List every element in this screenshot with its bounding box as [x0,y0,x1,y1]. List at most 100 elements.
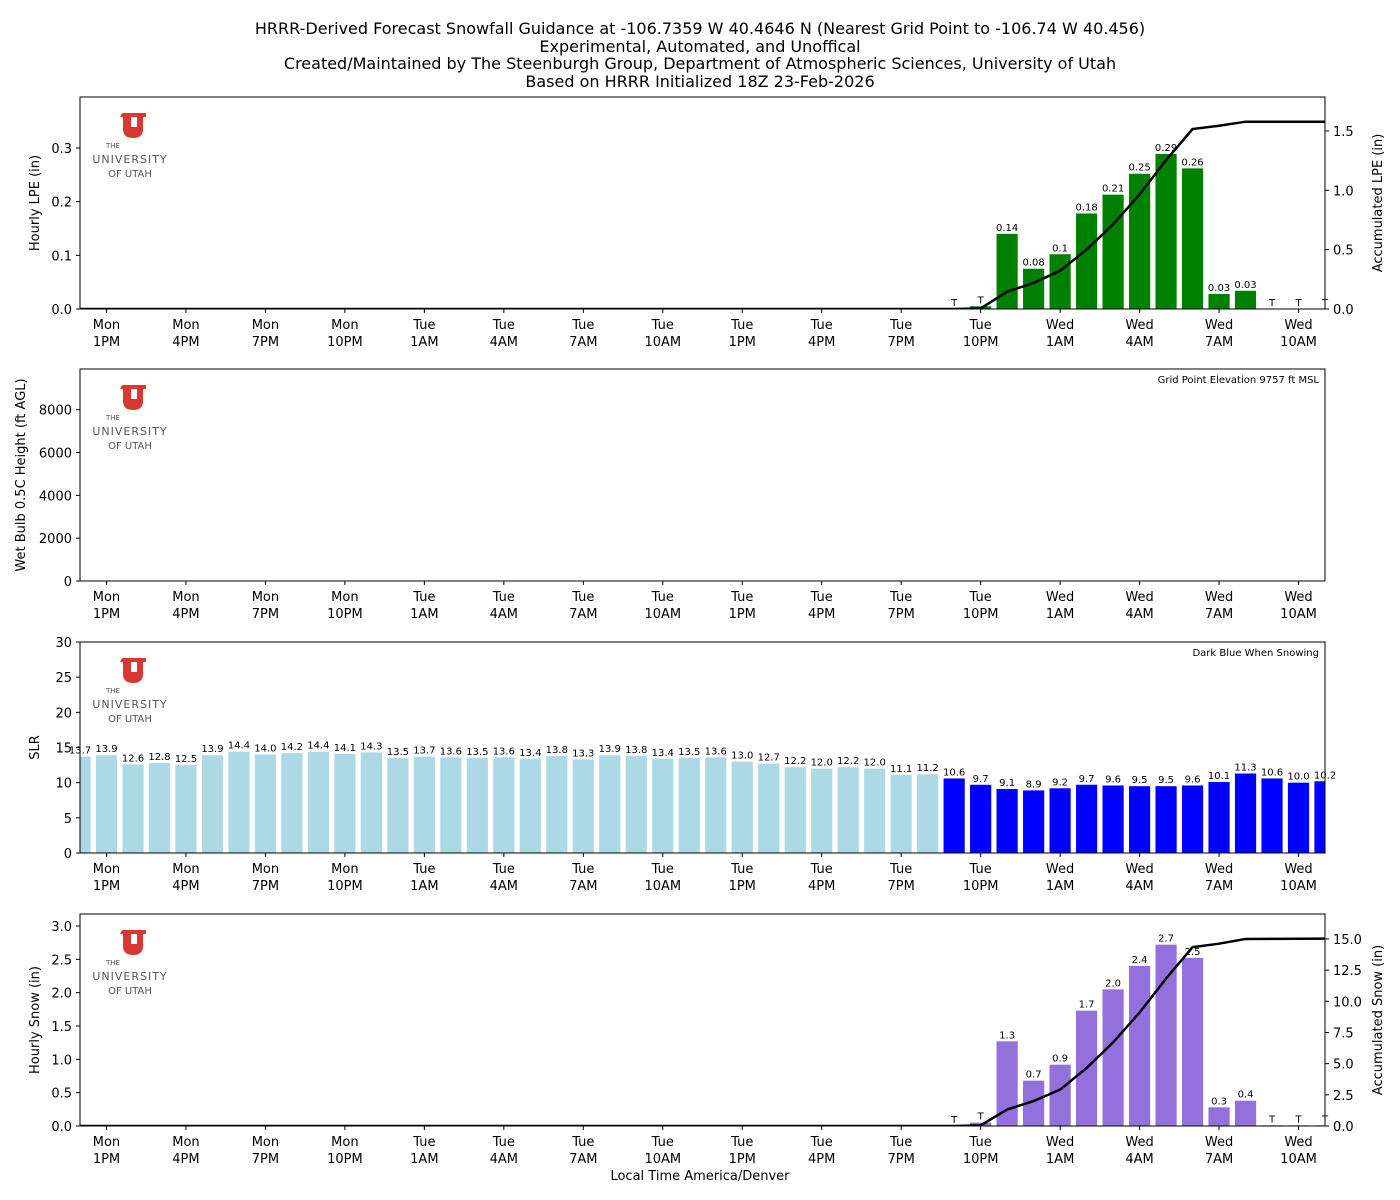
u-logo-icon [120,113,146,138]
slr-bar-label: 14.0 [254,744,276,755]
logo-text: UNIVERSITY [92,698,167,711]
slr-bar [175,765,197,853]
x-tick-time: 1AM [1046,335,1074,350]
x-tick-time: 7AM [1205,1152,1233,1167]
x-tick-day: Mon [93,862,120,877]
accumulated-line [80,937,1325,1126]
slr-bar [228,751,250,853]
hourly-bar [1128,966,1151,1126]
hourly-bar [1208,293,1230,309]
slr-bar [546,755,568,853]
x-tick-day: Mon [331,590,358,605]
x-tick-day: Mon [331,862,358,877]
slr-bar-label: 13.9 [599,744,621,755]
x-tick-time: 7AM [569,879,597,894]
y-tick-label: 2.0 [51,987,72,1002]
slr-bar-label: 13.6 [705,746,727,757]
panel-annotation: Grid Point Elevation 9757 ft MSL [1158,375,1320,386]
x-tick-time: 1AM [410,607,438,622]
y-axis-label: Hourly LPE (in) [28,155,43,251]
y-tick-label: 25 [55,671,72,686]
y-tick-label: 0.0 [51,303,72,318]
x-tick-day: Mon [172,318,199,333]
hourly-bar-label: 0.08 [1022,258,1044,269]
right-y-tick-label: 0.5 [1333,244,1354,259]
x-tick-time: 1PM [729,607,756,622]
x-tick-time: 10AM [644,1152,681,1167]
x-tick-day: Wed [1284,1135,1312,1150]
slr-bar [970,784,992,853]
slr-bar-label: 13.5 [387,747,409,758]
slr-bar-label: 13.4 [519,748,541,759]
x-tick-time: 4AM [490,879,518,894]
hourly-bar [1023,268,1045,309]
x-tick-time: 10PM [327,607,363,622]
slr-bar [307,751,329,853]
slr-bar [1234,773,1257,853]
hourly-bar [1208,1107,1230,1126]
slr-bar-label: 12.6 [122,753,144,764]
title-line-4: Based on HRRR Initialized 18Z 23-Feb-202… [525,71,875,91]
plot-area-1 [80,120,1325,309]
x-tick-day: Wed [1205,590,1233,605]
x-tick-day: Tue [571,318,594,333]
x-tick-day: Tue [651,318,674,333]
x-tick-day: Wed [1046,1135,1074,1150]
title: HRRR-Derived Forecast Snowfall Guidance … [0,20,1400,90]
u-logo-icon [120,930,146,955]
plot-area-4 [80,937,1325,1126]
slr-bar-label: 12.5 [175,754,197,765]
x-tick-time: 1AM [410,335,438,350]
x-tick-time: 4PM [172,879,199,894]
x-tick-time: 1PM [93,879,120,894]
axes-frame [79,96,1326,310]
hourly-bar-label: T [977,1112,985,1123]
slr-bar [148,762,171,853]
x-tick-time: 1AM [1046,879,1074,894]
y-tick-label: 4000 [39,489,72,504]
x-tick-time: 10PM [327,1152,363,1167]
x-tick-time: 10AM [1280,1152,1317,1167]
x-tick-time: 10PM [963,335,999,350]
logo-text: UNIVERSITY [92,425,167,438]
slr-bar [731,761,753,853]
slr-bar-label: 13.6 [440,746,462,757]
slr-bar-label: 9.1 [999,778,1015,789]
x-tick-day: Tue [571,590,594,605]
x-tick-time: 10PM [327,879,363,894]
x-tick-time: 4AM [490,1152,518,1167]
slr-bar [599,755,621,853]
x-tick-time: 10PM [963,607,999,622]
y-axis-label: SLR [28,735,43,760]
x-tick-time: 4AM [1125,1152,1153,1167]
x-tick-day: Tue [889,318,912,333]
hourly-bar-label: 0.21 [1102,184,1124,195]
x-tick-time: 10AM [644,879,681,894]
x-tick-day: Mon [93,318,120,333]
title-line-1: HRRR-Derived Forecast Snowfall Guidance … [254,19,1146,38]
slr-bar-label: 10.6 [943,767,965,778]
hourly-bar-label: 1.7 [1079,1000,1095,1011]
right-y-tick-label: 10.0 [1333,995,1362,1010]
slr-bar-label: 14.4 [307,741,329,752]
hourly-bar [996,1041,1018,1126]
x-tick-day: Tue [651,1135,674,1150]
x-tick-time: 7PM [252,1152,279,1167]
slr-bar-label: 13.3 [572,748,594,759]
right-y-axis-label: Accumulated LPE (in) [1371,134,1386,273]
hourly-bar-label: 0.03 [1234,280,1256,291]
slr-bar [996,788,1018,853]
y-tick-label: 15 [55,742,72,757]
slr-bar-label: 9.6 [1185,774,1201,785]
right-y-axis-label: Accumulated Snow (in) [1371,945,1386,1095]
y-tick-label: 2000 [39,532,72,547]
x-tick-day: Tue [969,318,992,333]
y-tick-label: 10 [55,777,72,792]
x-tick-time: 1PM [729,335,756,350]
x-tick-time: 1PM [93,335,120,350]
hourly-bar-label: 2.7 [1158,934,1174,945]
axes-frame [79,368,1326,582]
slr-bar-label: 13.4 [652,748,674,759]
slr-bar-label: 12.2 [837,756,859,767]
